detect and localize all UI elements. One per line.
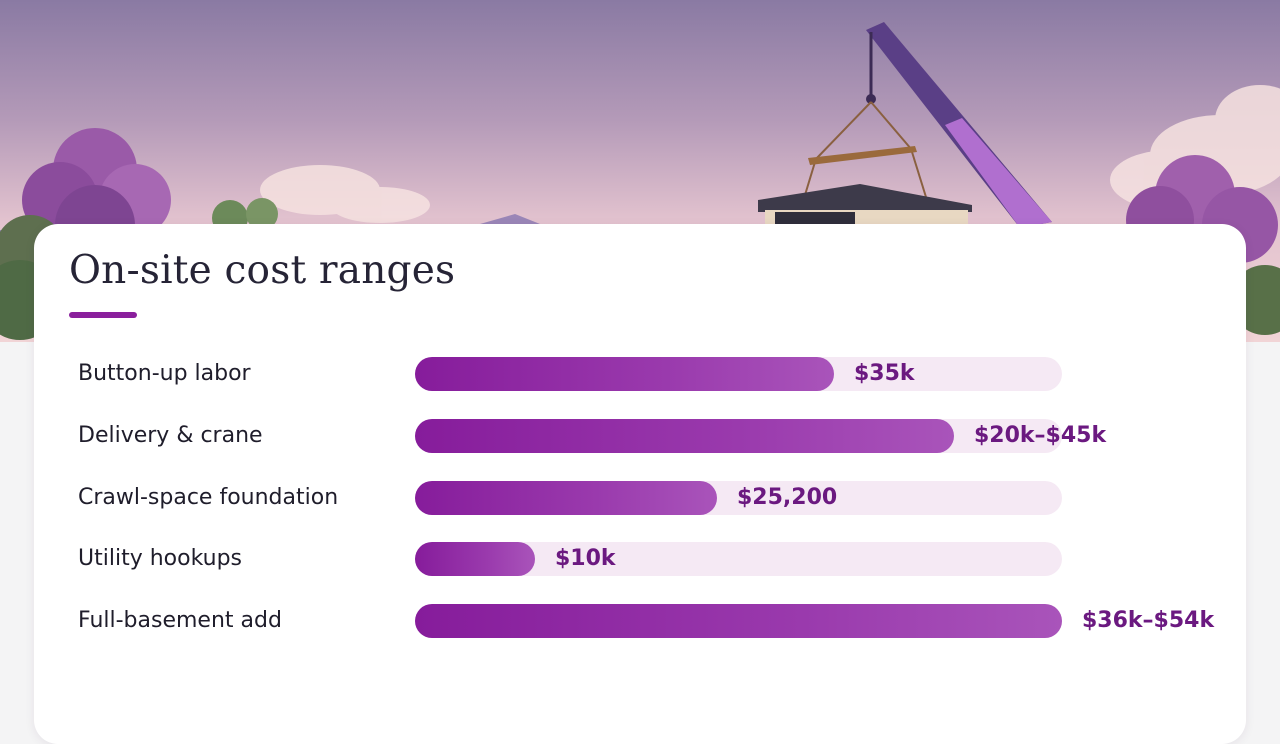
bar-track: [415, 604, 1062, 638]
bar-track: [415, 357, 1062, 391]
bar-row-button-up-labor: Button-up labor $35k: [78, 357, 1258, 393]
bar-row-delivery-crane: Delivery & crane $20k–$45k: [78, 419, 1258, 455]
bar-value-label: $35k: [854, 361, 915, 386]
bar-fill: [415, 542, 535, 576]
bar-value-label: $10k: [555, 546, 616, 571]
bar-row-crawl-space-foundation: Crawl-space foundation $25,200: [78, 481, 1258, 517]
bar-category-label: Button-up labor: [78, 361, 251, 386]
title-accent-underline: [69, 312, 137, 318]
bar-track: [415, 542, 1062, 576]
bar-fill: [415, 419, 954, 453]
bar-row-full-basement-add: Full-basement add $36k–$54k: [78, 604, 1258, 640]
bar-fill: [415, 357, 834, 391]
bar-fill: [415, 481, 717, 515]
bar-track: [415, 419, 1062, 453]
bar-category-label: Utility hookups: [78, 546, 243, 571]
bar-category-label: Delivery & crane: [78, 423, 263, 448]
bar-fill: [415, 604, 1062, 638]
spreader-bar: [808, 146, 917, 165]
page-title: On-site cost ranges: [69, 248, 456, 293]
bar-value-label: $25,200: [737, 485, 838, 510]
bar-category-label: Crawl-space foundation: [78, 485, 339, 510]
bar-track: [415, 481, 1062, 515]
bar-value-label: $36k–$54k: [1082, 608, 1215, 633]
crane: [866, 22, 1052, 228]
bar-category-label: Full-basement add: [78, 608, 282, 633]
bar-value-label: $20k–$45k: [974, 423, 1107, 448]
bar-row-utility-hookups: Utility hookups $10k: [78, 542, 1258, 578]
modular-house: [758, 184, 972, 224]
mountain-shape: [480, 214, 545, 226]
